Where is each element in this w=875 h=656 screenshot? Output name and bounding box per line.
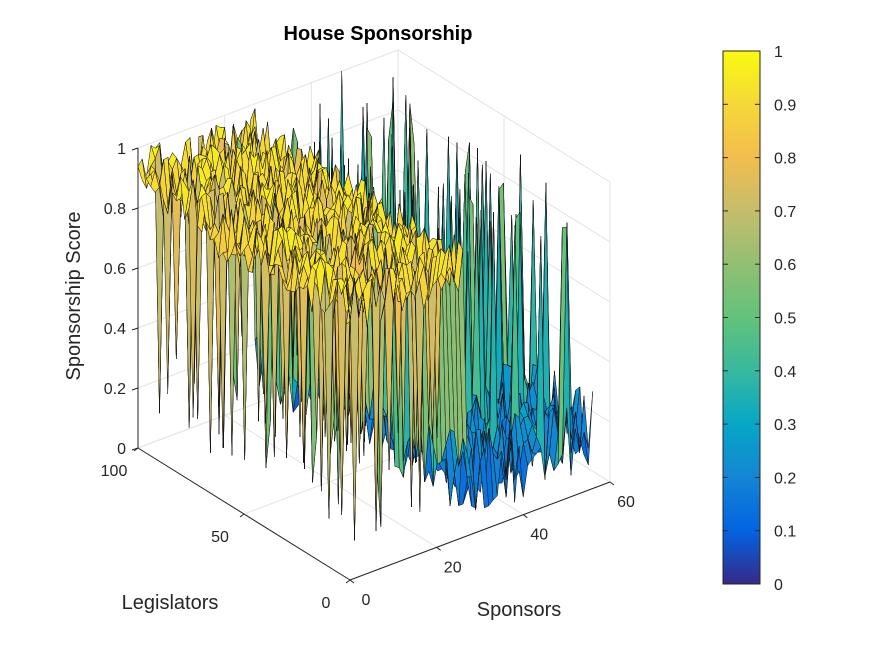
x-tick-mark [523, 514, 528, 519]
colorbar-tick-label: 0.4 [774, 364, 796, 381]
colorbar-tick-label: 0.6 [774, 257, 796, 274]
x-tick-label: 40 [530, 527, 548, 544]
colorbar-tick-label: 0 [774, 577, 783, 594]
colorbar-tick-label: 0.7 [774, 204, 796, 221]
z-tick-label: 0.2 [104, 381, 126, 398]
tick-labels: 0 20 40 60 0 50 100 0 0.2 0.4 0.6 0.8 1 [101, 141, 635, 612]
colorbar: 0 0.1 0.2 0.3 0.4 0.5 0.6 0.7 0.8 0.9 1 [722, 44, 796, 594]
y-axis-label: Legislators [122, 592, 219, 614]
z-tick-mark [131, 327, 139, 331]
x-axis-line [349, 481, 611, 581]
z-tick-label: 0 [117, 441, 126, 458]
surface-patch [171, 183, 181, 360]
y-tick-label: 100 [101, 463, 128, 480]
z-tick-mark [131, 267, 139, 271]
colorbar-tick-label: 0.5 [774, 311, 796, 328]
z-tick-mark [131, 207, 139, 211]
surface-patch [345, 277, 355, 322]
colorbar-ticks: 0 0.1 0.2 0.3 0.4 0.5 0.6 0.7 0.8 0.9 1 [723, 44, 796, 594]
z-tick-label: 0.4 [104, 321, 126, 338]
colorbar-tick-label: 0.8 [774, 151, 796, 168]
colorbar-tick-label: 0.2 [774, 470, 796, 487]
x-tick-label: 0 [362, 592, 371, 609]
y-tick-label: 0 [322, 595, 331, 612]
z-tick-label: 0.6 [104, 261, 126, 278]
x-tick-mark [436, 546, 441, 551]
colorbar-tick-label: 1 [774, 44, 783, 61]
colorbar-tick-label: 0.3 [774, 417, 796, 434]
colorbar-tick-label: 0.9 [774, 97, 796, 114]
y-tick-mark [345, 579, 351, 584]
y-tick-label: 50 [211, 529, 229, 546]
x-tick-mark [349, 579, 355, 584]
colorbar-gradient [722, 50, 761, 585]
z-tick-mark [131, 147, 139, 151]
x-tick-label: 60 [617, 494, 635, 511]
x-tick-label: 20 [444, 559, 462, 576]
y-tick-mark [239, 513, 245, 518]
x-tick-mark [609, 481, 615, 486]
chart-title: House Sponsorship [284, 23, 473, 45]
z-tick-label: 0.8 [104, 201, 126, 218]
surface-plot [137, 71, 593, 541]
z-tick-mark [131, 447, 139, 451]
colorbar-tick-label: 0.1 [774, 524, 796, 541]
z-tick-label: 1 [117, 141, 126, 158]
z-tick-mark [131, 387, 139, 391]
x-axis-label: Sponsors [477, 599, 562, 621]
surface-patch [163, 183, 173, 394]
z-axis-label: Sponsorship Score [63, 212, 85, 381]
